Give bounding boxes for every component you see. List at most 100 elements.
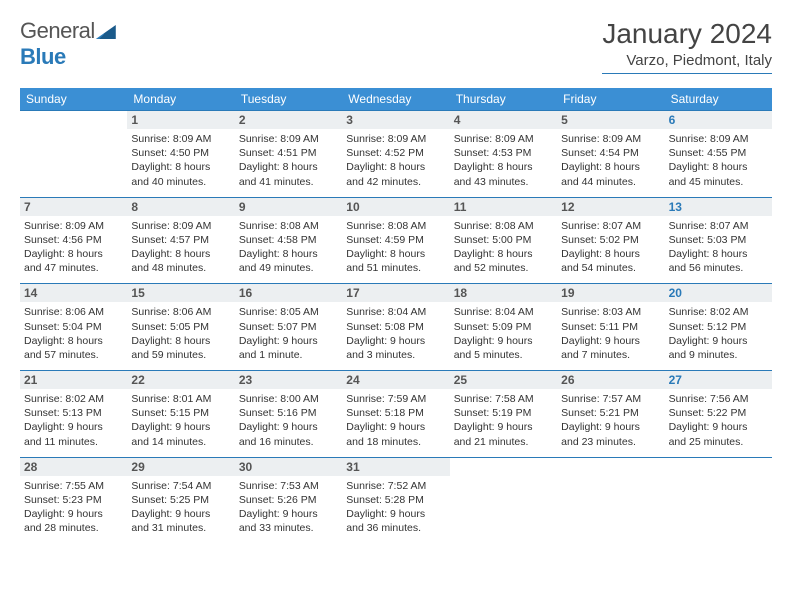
brand-word-2: Blue [20, 44, 66, 69]
day-info: Sunrise: 8:04 AMSunset: 5:08 PMDaylight:… [342, 302, 449, 370]
day-number: 2 [235, 111, 342, 129]
day-number: 31 [342, 458, 449, 476]
brand-logo: General Blue [20, 18, 117, 70]
day-info: Sunrise: 7:59 AMSunset: 5:18 PMDaylight:… [342, 389, 449, 457]
calendar-cell: 17Sunrise: 8:04 AMSunset: 5:08 PMDayligh… [342, 283, 449, 370]
calendar-cell: 3Sunrise: 8:09 AMSunset: 4:52 PMDaylight… [342, 110, 449, 197]
day-number: 30 [235, 458, 342, 476]
calendar-cell: 10Sunrise: 8:08 AMSunset: 4:59 PMDayligh… [342, 197, 449, 284]
day-info: Sunrise: 8:09 AMSunset: 4:57 PMDaylight:… [127, 216, 234, 284]
calendar-cell: 4Sunrise: 8:09 AMSunset: 4:53 PMDaylight… [450, 110, 557, 197]
calendar-cell: 20Sunrise: 8:02 AMSunset: 5:12 PMDayligh… [665, 283, 772, 370]
day-number: 11 [450, 198, 557, 216]
day-info: Sunrise: 8:03 AMSunset: 5:11 PMDaylight:… [557, 302, 664, 370]
day-info: Sunrise: 8:09 AMSunset: 4:56 PMDaylight:… [20, 216, 127, 284]
day-number: 4 [450, 111, 557, 129]
location-text: Varzo, Piedmont, Italy [602, 52, 772, 69]
day-number: 15 [127, 284, 234, 302]
day-info: Sunrise: 8:00 AMSunset: 5:16 PMDaylight:… [235, 389, 342, 457]
day-number: 13 [665, 198, 772, 216]
calendar-cell: 14Sunrise: 8:06 AMSunset: 5:04 PMDayligh… [20, 283, 127, 370]
brand-text: General Blue [20, 18, 117, 70]
day-number: 5 [557, 111, 664, 129]
day-header: Thursday [450, 88, 557, 110]
calendar-cell [450, 457, 557, 544]
day-info: Sunrise: 8:02 AMSunset: 5:12 PMDaylight:… [665, 302, 772, 370]
calendar-cell: 29Sunrise: 7:54 AMSunset: 5:25 PMDayligh… [127, 457, 234, 544]
calendar-cell: 9Sunrise: 8:08 AMSunset: 4:58 PMDaylight… [235, 197, 342, 284]
calendar-cell: 7Sunrise: 8:09 AMSunset: 4:56 PMDaylight… [20, 197, 127, 284]
day-info: Sunrise: 7:54 AMSunset: 5:25 PMDaylight:… [127, 476, 234, 544]
day-number: 20 [665, 284, 772, 302]
day-info: Sunrise: 7:57 AMSunset: 5:21 PMDaylight:… [557, 389, 664, 457]
day-number: 22 [127, 371, 234, 389]
calendar-cell: 1Sunrise: 8:09 AMSunset: 4:50 PMDaylight… [127, 110, 234, 197]
day-info: Sunrise: 7:58 AMSunset: 5:19 PMDaylight:… [450, 389, 557, 457]
calendar-cell: 12Sunrise: 8:07 AMSunset: 5:02 PMDayligh… [557, 197, 664, 284]
day-info: Sunrise: 7:56 AMSunset: 5:22 PMDaylight:… [665, 389, 772, 457]
calendar-cell: 28Sunrise: 7:55 AMSunset: 5:23 PMDayligh… [20, 457, 127, 544]
calendar-cell: 22Sunrise: 8:01 AMSunset: 5:15 PMDayligh… [127, 370, 234, 457]
calendar-cell [20, 110, 127, 197]
calendar-cell: 6Sunrise: 8:09 AMSunset: 4:55 PMDaylight… [665, 110, 772, 197]
day-info: Sunrise: 8:08 AMSunset: 5:00 PMDaylight:… [450, 216, 557, 284]
day-number: 29 [127, 458, 234, 476]
calendar-cell: 19Sunrise: 8:03 AMSunset: 5:11 PMDayligh… [557, 283, 664, 370]
day-info: Sunrise: 8:09 AMSunset: 4:51 PMDaylight:… [235, 129, 342, 197]
day-number: 10 [342, 198, 449, 216]
month-title: January 2024 [602, 18, 772, 50]
day-header: Wednesday [342, 88, 449, 110]
day-number: 8 [127, 198, 234, 216]
day-info: Sunrise: 8:08 AMSunset: 4:58 PMDaylight:… [235, 216, 342, 284]
day-info: Sunrise: 8:09 AMSunset: 4:53 PMDaylight:… [450, 129, 557, 197]
title-rule [602, 73, 772, 74]
day-number: 14 [20, 284, 127, 302]
day-info: Sunrise: 8:06 AMSunset: 5:05 PMDaylight:… [127, 302, 234, 370]
calendar-cell: 2Sunrise: 8:09 AMSunset: 4:51 PMDaylight… [235, 110, 342, 197]
day-number: 23 [235, 371, 342, 389]
day-number: 12 [557, 198, 664, 216]
day-number: 6 [665, 111, 772, 129]
day-number: 1 [127, 111, 234, 129]
calendar-cell: 27Sunrise: 7:56 AMSunset: 5:22 PMDayligh… [665, 370, 772, 457]
calendar-cell: 16Sunrise: 8:05 AMSunset: 5:07 PMDayligh… [235, 283, 342, 370]
brand-word-1: General [20, 18, 95, 43]
day-number: 3 [342, 111, 449, 129]
calendar-cell: 13Sunrise: 8:07 AMSunset: 5:03 PMDayligh… [665, 197, 772, 284]
day-number: 26 [557, 371, 664, 389]
calendar-cell: 18Sunrise: 8:04 AMSunset: 5:09 PMDayligh… [450, 283, 557, 370]
day-number: 25 [450, 371, 557, 389]
day-header: Monday [127, 88, 234, 110]
day-info: Sunrise: 8:07 AMSunset: 5:02 PMDaylight:… [557, 216, 664, 284]
title-block: January 2024 Varzo, Piedmont, Italy [602, 18, 772, 74]
day-number: 21 [20, 371, 127, 389]
calendar-cell: 11Sunrise: 8:08 AMSunset: 5:00 PMDayligh… [450, 197, 557, 284]
day-info: Sunrise: 8:08 AMSunset: 4:59 PMDaylight:… [342, 216, 449, 284]
day-info: Sunrise: 8:01 AMSunset: 5:15 PMDaylight:… [127, 389, 234, 457]
calendar-cell: 24Sunrise: 7:59 AMSunset: 5:18 PMDayligh… [342, 370, 449, 457]
day-number: 28 [20, 458, 127, 476]
calendar-grid: SundayMondayTuesdayWednesdayThursdayFrid… [20, 88, 772, 543]
day-info: Sunrise: 7:52 AMSunset: 5:28 PMDaylight:… [342, 476, 449, 544]
day-number: 9 [235, 198, 342, 216]
day-info: Sunrise: 8:06 AMSunset: 5:04 PMDaylight:… [20, 302, 127, 370]
calendar-cell: 25Sunrise: 7:58 AMSunset: 5:19 PMDayligh… [450, 370, 557, 457]
day-number: 7 [20, 198, 127, 216]
header-row: General Blue January 2024 Varzo, Piedmon… [20, 18, 772, 74]
day-number: 16 [235, 284, 342, 302]
day-number: 17 [342, 284, 449, 302]
day-info: Sunrise: 7:55 AMSunset: 5:23 PMDaylight:… [20, 476, 127, 544]
day-header: Tuesday [235, 88, 342, 110]
calendar-cell: 21Sunrise: 8:02 AMSunset: 5:13 PMDayligh… [20, 370, 127, 457]
brand-triangle-icon [96, 25, 116, 39]
calendar-cell: 23Sunrise: 8:00 AMSunset: 5:16 PMDayligh… [235, 370, 342, 457]
day-info: Sunrise: 7:53 AMSunset: 5:26 PMDaylight:… [235, 476, 342, 544]
day-number: 27 [665, 371, 772, 389]
calendar-cell [557, 457, 664, 544]
calendar-cell: 8Sunrise: 8:09 AMSunset: 4:57 PMDaylight… [127, 197, 234, 284]
day-header: Sunday [20, 88, 127, 110]
calendar-cell [665, 457, 772, 544]
day-info: Sunrise: 8:04 AMSunset: 5:09 PMDaylight:… [450, 302, 557, 370]
calendar-cell: 26Sunrise: 7:57 AMSunset: 5:21 PMDayligh… [557, 370, 664, 457]
day-header: Saturday [665, 88, 772, 110]
